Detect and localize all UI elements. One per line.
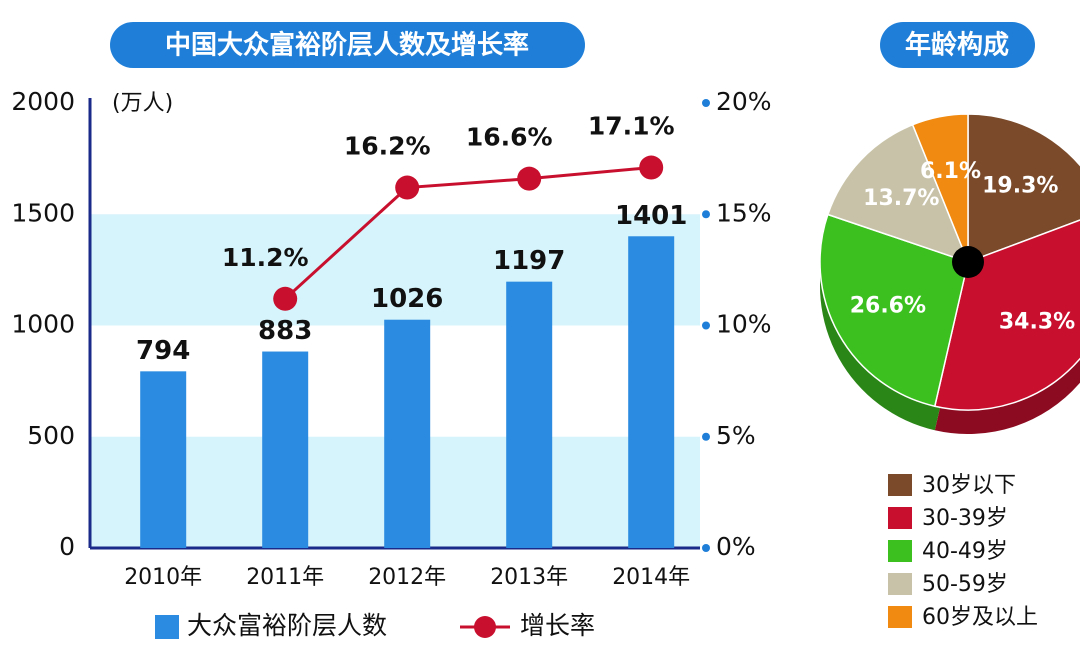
legend-swatch xyxy=(888,507,912,529)
y-tick-label: 1500 xyxy=(11,198,75,227)
line-point xyxy=(273,286,298,311)
y2-tick xyxy=(702,99,710,107)
bar xyxy=(140,371,187,548)
legend-label: 60岁及以上 xyxy=(922,605,1038,630)
bar xyxy=(506,281,553,548)
data-label: 19.3% xyxy=(982,174,1058,199)
pie-title: 年龄构成 xyxy=(905,30,1009,61)
legend-label: 增长率 xyxy=(520,611,595,640)
data-label: 16.6% xyxy=(466,123,553,152)
x-tick-label: 2013年 xyxy=(490,565,568,590)
y-axis-label: (万人) xyxy=(112,91,173,116)
data-label: 1026 xyxy=(371,284,443,314)
y2-tick xyxy=(702,321,710,330)
pie-slice xyxy=(911,113,969,263)
x-tick-label: 2010年 xyxy=(124,565,202,590)
data-label: 16.2% xyxy=(344,132,431,161)
y2-tick-label: 5% xyxy=(716,421,756,450)
data-label: 883 xyxy=(258,316,312,346)
legend-label: 大众富裕阶层人数 xyxy=(187,611,387,640)
legend-label: 50-59岁 xyxy=(922,572,1008,597)
pie-slice xyxy=(967,113,1080,264)
y2-tick-label: 0% xyxy=(716,532,756,561)
legend-swatch xyxy=(888,540,912,562)
legend-swatch xyxy=(888,606,912,628)
data-label: 26.6% xyxy=(850,294,926,319)
legend-swatch xyxy=(155,615,179,639)
legend-marker xyxy=(474,616,496,638)
legend-label: 30-39岁 xyxy=(922,506,1008,531)
y2-tick-label: 10% xyxy=(716,310,772,339)
data-label: 794 xyxy=(136,336,190,366)
x-tick-label: 2012年 xyxy=(368,565,446,590)
y2-tick xyxy=(702,432,710,441)
grid-band xyxy=(90,214,700,326)
pie-slice xyxy=(819,213,969,408)
data-label: 6.1% xyxy=(920,159,981,184)
y-tick-label: 1000 xyxy=(11,310,75,339)
legend-swatch xyxy=(888,474,912,496)
data-label: 17.1% xyxy=(588,112,675,141)
bar xyxy=(628,236,675,548)
title-pill xyxy=(110,22,585,68)
y2-tick xyxy=(702,210,710,219)
legend-swatch xyxy=(888,573,912,595)
data-label: 11.2% xyxy=(222,243,309,272)
y2-tick-label: 20% xyxy=(716,87,772,116)
data-label: 13.7% xyxy=(863,186,939,211)
y-tick-label: 0 xyxy=(59,532,75,561)
line xyxy=(284,166,652,300)
title-pill xyxy=(880,22,1035,68)
x-tick-label: 2014年 xyxy=(612,565,690,590)
bar xyxy=(262,351,309,548)
pie-slice xyxy=(826,123,970,264)
bar xyxy=(384,319,431,548)
data-label: 1197 xyxy=(493,246,565,276)
chart-title: 中国大众富裕阶层人数及增长率 xyxy=(165,30,529,61)
line-point xyxy=(517,166,542,191)
y2-tick-label: 15% xyxy=(716,198,772,227)
legend-label: 30岁以下 xyxy=(922,473,1016,498)
y2-tick xyxy=(702,544,710,552)
y-tick-label: 2000 xyxy=(11,87,75,116)
x-tick-label: 2011年 xyxy=(246,565,324,590)
line-point xyxy=(639,155,664,180)
data-label: 34.3% xyxy=(999,309,1075,334)
pie-center xyxy=(952,246,984,278)
line-point xyxy=(395,175,420,200)
legend-label: 40-49岁 xyxy=(922,539,1008,564)
data-label: 1401 xyxy=(615,201,687,231)
y-tick-label: 500 xyxy=(27,421,75,450)
